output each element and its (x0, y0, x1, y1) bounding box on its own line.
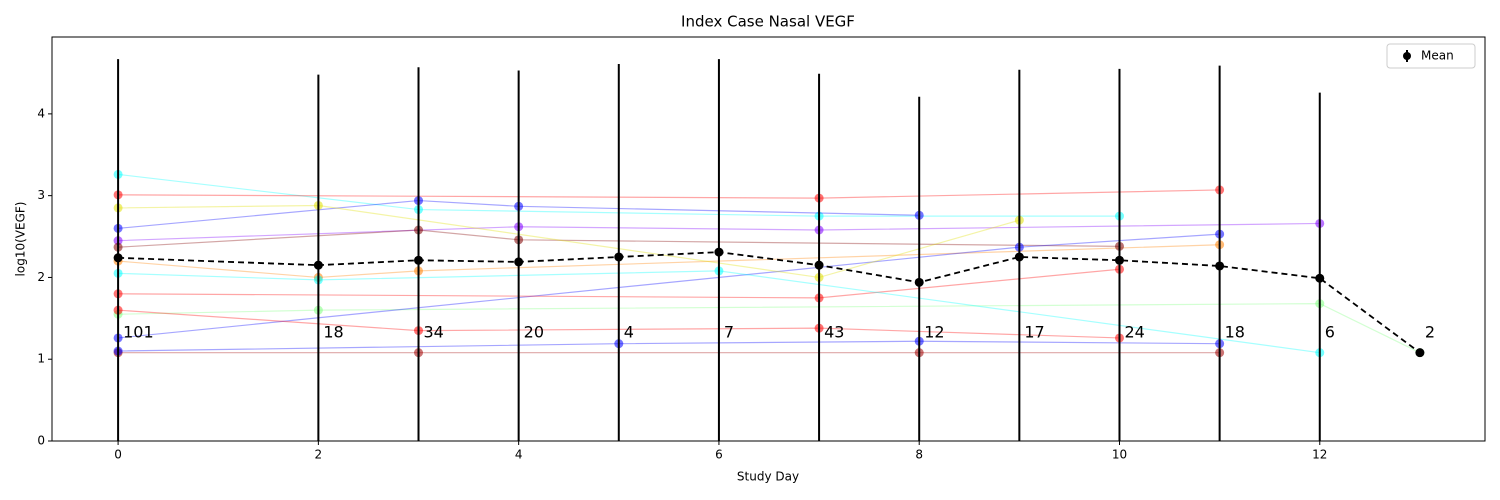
count-label: 7 (724, 323, 734, 342)
legend-label: Mean (1421, 49, 1454, 63)
y-tick-label: 2 (37, 270, 45, 284)
mean-point (814, 260, 824, 270)
y-axis-label: log10(VEGF) (14, 202, 28, 277)
legend-box (1386, 43, 1476, 69)
count-label: 17 (1024, 323, 1044, 342)
count-label: 43 (824, 323, 844, 342)
mean-point (1114, 255, 1124, 265)
y-tick-label: 0 (37, 434, 45, 448)
x-tick-label: 2 (315, 448, 323, 462)
count-label: 34 (424, 323, 444, 342)
count-label: 101 (123, 323, 154, 342)
count-label: 6 (1325, 323, 1335, 342)
mean-point (614, 252, 624, 262)
count-label: 12 (924, 323, 944, 342)
count-label: 18 (1225, 323, 1245, 342)
mean-point (313, 260, 323, 270)
count-label: 24 (1124, 323, 1144, 342)
mean-point (714, 247, 724, 257)
x-axis-label: Study Day (737, 470, 799, 484)
y-tick-label: 1 (37, 352, 45, 366)
mean-point (414, 255, 424, 265)
x-tick-label: 12 (1312, 448, 1327, 462)
count-label: 4 (624, 323, 634, 342)
legend-marker (1403, 52, 1411, 60)
count-label: 20 (524, 323, 544, 342)
mean-point (1415, 348, 1425, 358)
x-tick-label: 8 (915, 448, 923, 462)
mean-point (914, 277, 924, 287)
subject-line (118, 340, 1220, 352)
plot-frame (51, 36, 1486, 442)
y-tick-label: 4 (37, 106, 45, 120)
y-tick-label: 3 (37, 188, 45, 202)
plot-area (113, 59, 1425, 441)
mean-point (514, 257, 524, 267)
count-label: 2 (1425, 323, 1435, 342)
x-tick-label: 10 (1112, 448, 1127, 462)
x-tick-label: 0 (114, 448, 122, 462)
mean-point (1215, 261, 1225, 271)
count-label: 18 (323, 323, 343, 342)
mean-point (1014, 252, 1024, 262)
chart-title: Index Case Nasal VEGF (681, 13, 855, 31)
mean-point (1315, 273, 1325, 283)
x-tick-label: 6 (715, 448, 723, 462)
mean-point (113, 253, 123, 263)
x-tick-label: 4 (515, 448, 523, 462)
